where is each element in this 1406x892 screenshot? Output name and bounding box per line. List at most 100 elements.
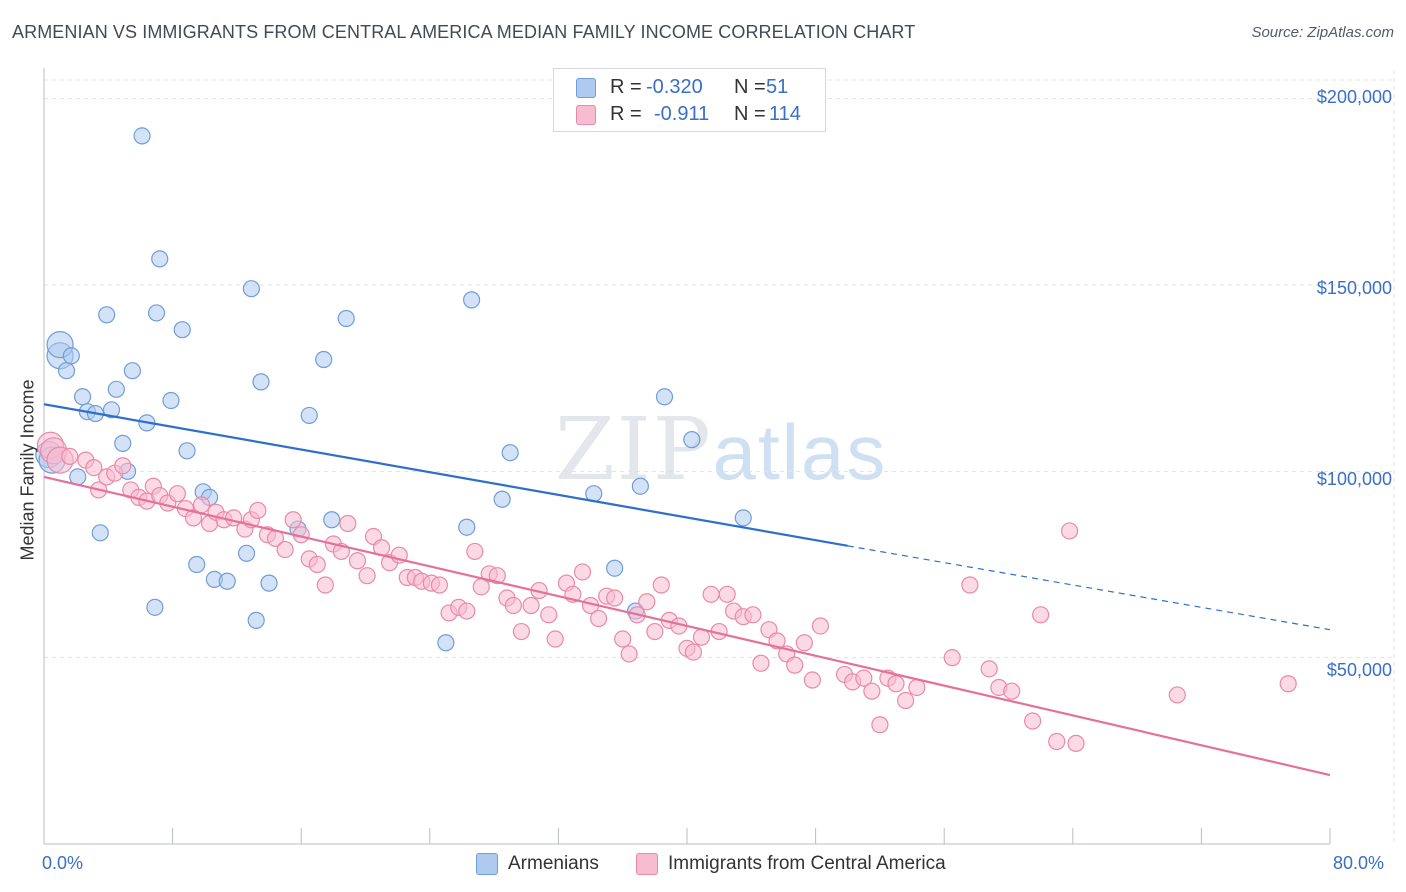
point-armenians-50: [683, 431, 701, 449]
point-armenians-20: [147, 304, 166, 322]
point-armenians-5: [62, 347, 80, 365]
legend-r-label: R =: [610, 103, 642, 125]
trend-line-central-america: [43, 475, 1331, 777]
point-central-america-67: [589, 609, 608, 628]
point-armenians-21: [151, 250, 169, 268]
point-armenians-13: [107, 380, 125, 398]
point-armenians-31: [242, 280, 260, 298]
x-tick-label-max: 80.0%: [1333, 853, 1385, 873]
point-armenians-4: [57, 362, 76, 380]
point-armenians-14: [114, 434, 132, 452]
point-armenians-24: [178, 442, 196, 460]
legend-n-value: 114: [769, 103, 801, 125]
legend-swatch-central-america: [576, 105, 596, 125]
point-central-america-71: [620, 645, 638, 663]
point-central-america-86: [744, 606, 762, 624]
point-central-america-105: [961, 576, 979, 594]
point-central-america-108: [1003, 682, 1021, 700]
point-central-america-69: [606, 589, 624, 607]
y-tick-label-50000: $50,000: [1326, 660, 1392, 680]
point-central-america-111: [1048, 732, 1066, 751]
legend-swatch-central-america: [636, 853, 658, 875]
point-armenians-48: [631, 477, 649, 495]
point-central-america-92: [795, 634, 813, 652]
point-armenians-40: [437, 634, 455, 652]
point-armenians-42: [462, 291, 481, 309]
point-central-america-104: [943, 649, 961, 667]
x-tick-label-min: 0.0%: [42, 853, 84, 873]
point-central-america-73: [638, 593, 656, 611]
point-armenians-11: [98, 306, 116, 324]
y-tick-label-150000: $150,000: [1316, 278, 1392, 298]
source-credit: Source: ZipAtlas.com: [1251, 24, 1394, 41]
point-central-america-26: [249, 501, 267, 520]
legend-r-value: -0.911: [654, 103, 710, 125]
point-central-america-37: [339, 514, 357, 533]
legend-label-armenians: Armenians: [508, 853, 599, 874]
point-armenians-16: [123, 362, 142, 380]
point-central-america-83: [718, 585, 736, 603]
point-armenians-51: [734, 509, 752, 527]
point-central-america-62: [546, 630, 564, 648]
point-central-america-3: [61, 447, 79, 466]
point-armenians-37: [315, 350, 333, 369]
point-central-america-61: [540, 606, 558, 624]
point-central-america-74: [646, 622, 664, 641]
legend-n-label: N =: [734, 103, 766, 125]
legend-swatch-armenians: [476, 853, 498, 875]
correlation-legend: R = -0.320 N = 51 R = -0.911 N = 114: [553, 68, 826, 132]
point-central-america-51: [458, 602, 476, 620]
point-central-america-34: [316, 576, 334, 594]
point-armenians-30: [237, 544, 256, 562]
point-armenians-46: [606, 559, 624, 577]
point-central-america-58: [512, 622, 531, 641]
point-armenians-10: [91, 524, 109, 542]
point-central-america-87: [752, 654, 770, 672]
point-central-america-48: [430, 576, 449, 594]
point-central-america-9: [114, 457, 132, 475]
point-central-america-93: [803, 671, 821, 689]
chart-title: ARMENIAN VS IMMIGRANTS FROM CENTRAL AMER…: [12, 22, 916, 42]
point-central-america-113: [1067, 734, 1085, 752]
point-central-america-101: [887, 675, 905, 693]
y-axis-label: Median Family Income: [17, 379, 38, 561]
point-central-america-98: [863, 682, 881, 700]
point-armenians-38: [323, 511, 341, 529]
y-tick-label-100000: $100,000: [1316, 469, 1392, 489]
legend-n-label: N =: [734, 76, 766, 98]
point-armenians-29: [218, 572, 236, 590]
point-central-america-18: [184, 509, 203, 527]
point-central-america-109: [1024, 712, 1042, 730]
point-armenians-12: [102, 401, 121, 419]
point-central-america-110: [1032, 606, 1050, 624]
point-central-america-79: [684, 643, 703, 661]
point-armenians-36: [300, 406, 318, 425]
point-central-america-59: [522, 596, 540, 615]
point-central-america-38: [348, 552, 367, 570]
point-armenians-33: [252, 373, 270, 391]
trend-line-armenians: [43, 403, 848, 547]
point-central-america-33: [308, 555, 326, 574]
point-central-america-39: [358, 567, 376, 585]
point-armenians-7: [73, 388, 92, 406]
point-central-america-94: [811, 617, 830, 635]
point-armenians-22: [162, 391, 180, 410]
y-tick-label-200000: $200,000: [1316, 87, 1392, 107]
point-central-america-65: [573, 563, 592, 581]
point-central-america-29: [276, 540, 294, 559]
point-armenians-25: [188, 555, 206, 574]
point-central-america-102: [897, 691, 915, 710]
point-armenians-49: [655, 388, 674, 406]
point-central-america-114: [1168, 686, 1186, 704]
point-central-america-81: [702, 585, 720, 603]
point-central-america-75: [652, 576, 670, 594]
point-central-america-55: [488, 567, 506, 585]
legend-row-armenians: R = -0.320 N = 51: [554, 74, 825, 100]
point-armenians-34: [260, 574, 278, 592]
point-central-america-57: [504, 596, 522, 615]
watermark-atlas: atlas: [712, 408, 888, 496]
legend-n-value: 51: [766, 76, 789, 98]
point-central-america-103: [908, 678, 926, 697]
point-central-america-52: [466, 542, 484, 561]
